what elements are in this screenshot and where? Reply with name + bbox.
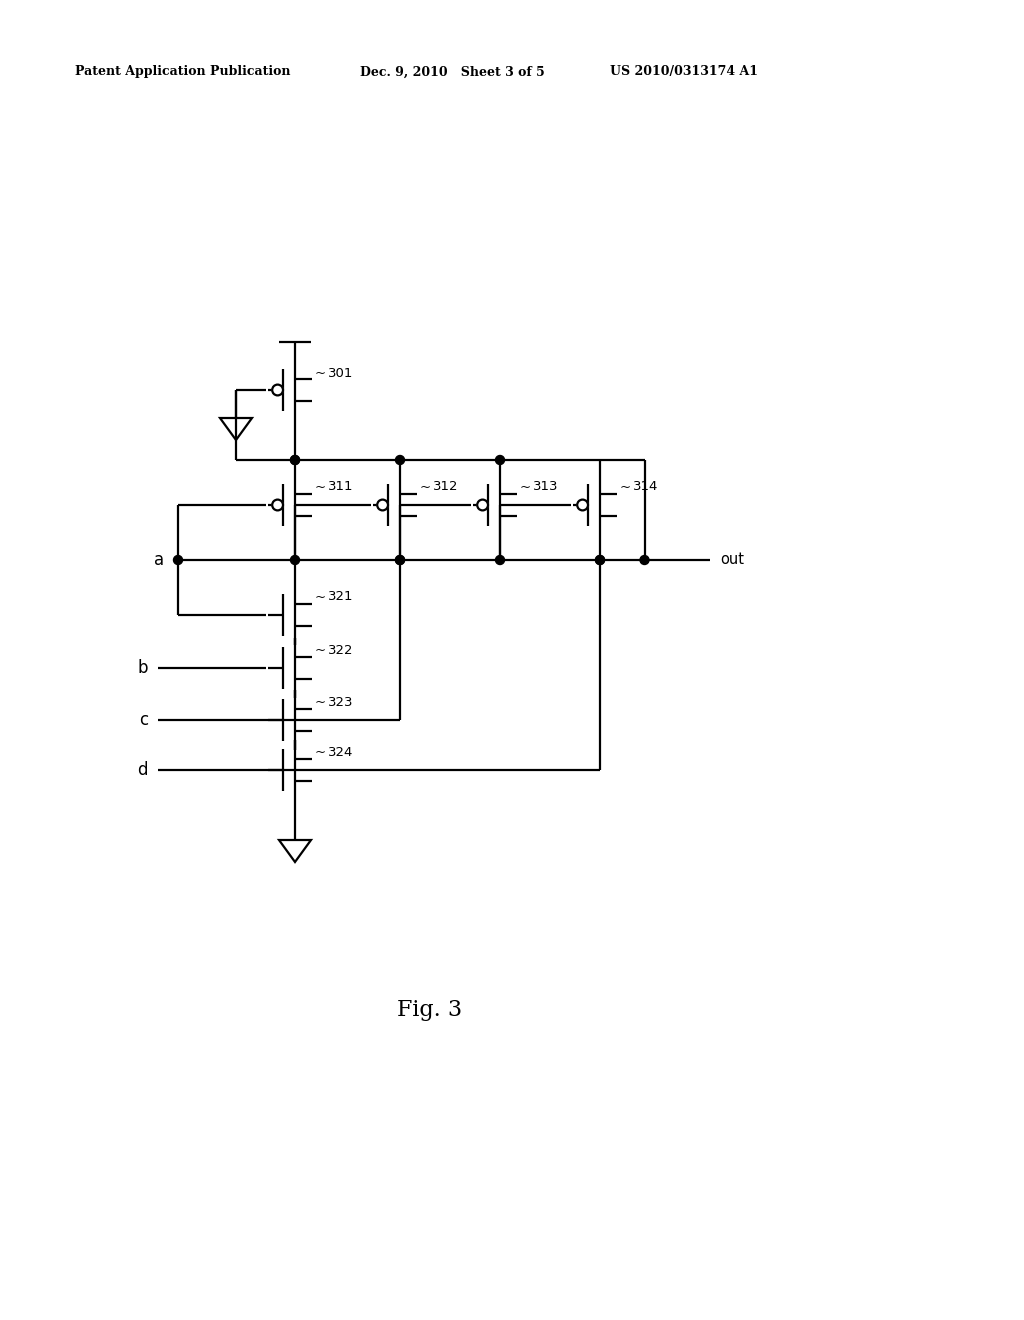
Text: 301: 301 (328, 367, 353, 380)
Circle shape (272, 384, 283, 396)
Text: Dec. 9, 2010   Sheet 3 of 5: Dec. 9, 2010 Sheet 3 of 5 (360, 66, 545, 78)
Circle shape (578, 499, 588, 511)
Text: 322: 322 (328, 644, 353, 656)
Circle shape (291, 556, 299, 565)
Circle shape (377, 499, 388, 511)
Text: Patent Application Publication: Patent Application Publication (75, 66, 291, 78)
Text: ~: ~ (314, 746, 326, 759)
Circle shape (395, 556, 404, 565)
Text: c: c (139, 711, 148, 729)
Text: a: a (154, 550, 164, 569)
Text: Fig. 3: Fig. 3 (397, 999, 463, 1020)
Text: 324: 324 (328, 746, 353, 759)
Circle shape (640, 556, 649, 565)
Circle shape (395, 556, 404, 565)
Text: US 2010/0313174 A1: US 2010/0313174 A1 (610, 66, 758, 78)
Circle shape (272, 499, 283, 511)
Text: out: out (720, 553, 744, 568)
Text: ~: ~ (314, 644, 326, 656)
Circle shape (291, 455, 299, 465)
Text: ~: ~ (314, 480, 326, 494)
Text: 313: 313 (532, 480, 558, 494)
Text: ~: ~ (620, 480, 631, 494)
Text: ~: ~ (314, 696, 326, 709)
Circle shape (596, 556, 604, 565)
Text: 323: 323 (328, 696, 353, 709)
Circle shape (596, 556, 604, 565)
Text: 321: 321 (328, 590, 353, 603)
Text: ~: ~ (519, 480, 530, 494)
Text: 312: 312 (432, 480, 458, 494)
Text: ~: ~ (314, 367, 326, 380)
Text: b: b (137, 659, 148, 677)
Circle shape (291, 455, 299, 465)
Text: d: d (137, 762, 148, 779)
Circle shape (477, 499, 488, 511)
Text: ~: ~ (314, 590, 326, 603)
Circle shape (496, 455, 505, 465)
Circle shape (395, 455, 404, 465)
Circle shape (173, 556, 182, 565)
Text: ~: ~ (420, 480, 431, 494)
Circle shape (496, 556, 505, 565)
Text: 311: 311 (328, 480, 353, 494)
Text: 314: 314 (633, 480, 657, 494)
